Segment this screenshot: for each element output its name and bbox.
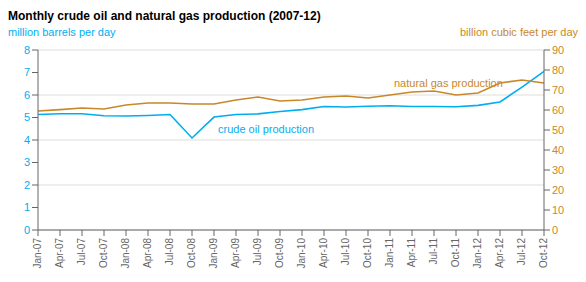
svg-text:Jan-11: Jan-11	[384, 238, 395, 268]
svg-text:Jul-08: Jul-08	[164, 238, 175, 266]
svg-text:Oct-11: Oct-11	[450, 238, 461, 268]
svg-text:Oct-08: Oct-08	[186, 238, 197, 268]
svg-text:6: 6	[24, 89, 30, 101]
svg-text:Oct-10: Oct-10	[362, 238, 373, 268]
svg-text:5: 5	[24, 111, 30, 123]
svg-text:30: 30	[552, 164, 564, 176]
html-text:million barrels per day: million barrels per day	[8, 26, 116, 38]
svg-text:Jul-11: Jul-11	[428, 238, 439, 265]
svg-text:Apr-10: Apr-10	[318, 238, 329, 268]
svg-text:80: 80	[552, 64, 564, 76]
svg-text:8: 8	[24, 44, 30, 56]
html-text:Monthly crude oil and natural: Monthly crude oil and natural gas produc…	[8, 9, 321, 23]
svg-text:4: 4	[24, 134, 30, 146]
svg-text:60: 60	[552, 104, 564, 116]
svg-text:Jul-07: Jul-07	[76, 238, 87, 266]
svg-text:Apr-09: Apr-09	[230, 238, 241, 268]
svg-text:40: 40	[552, 144, 564, 156]
svg-text:Jan-09: Jan-09	[208, 238, 219, 269]
svg-text:70: 70	[552, 84, 564, 96]
svg-text:2: 2	[24, 179, 30, 191]
svg-text:10: 10	[552, 204, 564, 216]
svg-text:1: 1	[24, 201, 30, 213]
svg-text:Oct-07: Oct-07	[98, 238, 109, 268]
svg-text:Jul-10: Jul-10	[340, 238, 351, 266]
svg-text:Apr-08: Apr-08	[142, 238, 153, 268]
svg-text:0: 0	[552, 224, 558, 236]
svg-text:0: 0	[24, 224, 30, 236]
svg-text:50: 50	[552, 124, 564, 136]
svg-text:crude oil production: crude oil production	[218, 123, 314, 135]
svg-text:Apr-12: Apr-12	[494, 238, 505, 268]
svg-text:natural gas production: natural gas production	[394, 77, 503, 89]
svg-text:90: 90	[552, 44, 564, 56]
svg-text:Jul-12: Jul-12	[516, 238, 527, 266]
svg-text:7: 7	[24, 66, 30, 78]
html-text:billion cubic feet per day: billion cubic feet per day	[460, 26, 578, 38]
svg-text:Jan-08: Jan-08	[120, 238, 131, 269]
svg-text:Jan-07: Jan-07	[32, 238, 43, 269]
svg-text:20: 20	[552, 184, 564, 196]
svg-text:Jan-12: Jan-12	[472, 238, 483, 269]
svg-text:Oct-12: Oct-12	[538, 238, 549, 268]
svg-text:Apr-11: Apr-11	[406, 238, 417, 268]
svg-text:Jan-10: Jan-10	[296, 238, 307, 269]
svg-text:Jul-09: Jul-09	[252, 238, 263, 266]
svg-text:Apr-07: Apr-07	[54, 238, 65, 268]
svg-text:Oct-09: Oct-09	[274, 238, 285, 268]
svg-text:3: 3	[24, 156, 30, 168]
